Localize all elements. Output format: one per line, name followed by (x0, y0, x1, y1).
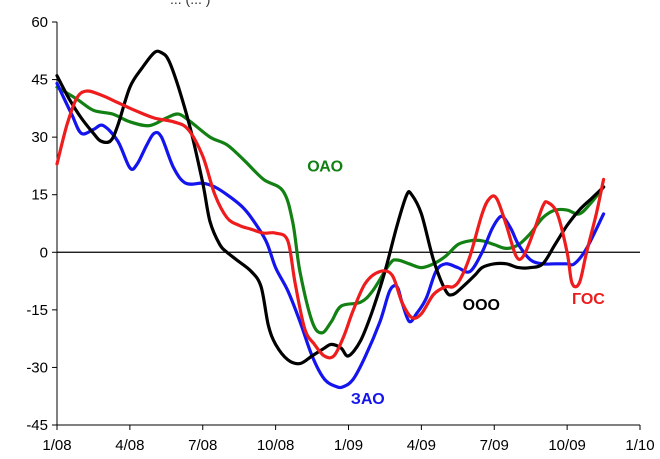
y-tick-label: 60 (31, 14, 48, 31)
series-line (55, 85, 606, 335)
series-label: ЗАО (351, 391, 385, 408)
series-lines (55, 49, 606, 390)
y-tick-label: -15 (26, 302, 48, 319)
series-line (55, 49, 606, 366)
x-tick-label: 7/08 (188, 437, 217, 454)
x-tick-label: 10/09 (548, 437, 586, 454)
series-label: ОАО (307, 159, 343, 176)
x-tick-label: 1/09 (334, 437, 363, 454)
x-tick-label: 1/10 (625, 437, 654, 454)
chart-title-fragment: ... (... ) (170, 0, 210, 7)
y-tick-label: -45 (26, 417, 48, 434)
x-tick-label: 1/08 (42, 437, 71, 454)
y-tick-label: 15 (31, 187, 48, 204)
series-label: ГОС (572, 291, 605, 308)
y-tick-label: -30 (26, 359, 48, 376)
y-tick-label: 45 (31, 72, 48, 89)
y-tick-label: 0 (40, 244, 48, 261)
x-tick-label: 4/08 (115, 437, 144, 454)
axes: -45 -30 -15 0 15 30 45 60 1/08 4/08 7/08 10/08 1/09 4… (26, 14, 654, 454)
series-labels: ОАО ЗАО ООО ГОС (307, 159, 605, 408)
series-line (55, 81, 606, 390)
x-tick-label: 7/09 (480, 437, 509, 454)
series-label: ООО (463, 297, 500, 314)
y-tick-label: 30 (31, 129, 48, 146)
x-tick-label: 4/09 (407, 437, 436, 454)
x-tick-label: 10/08 (257, 437, 295, 454)
series-line (55, 89, 606, 360)
